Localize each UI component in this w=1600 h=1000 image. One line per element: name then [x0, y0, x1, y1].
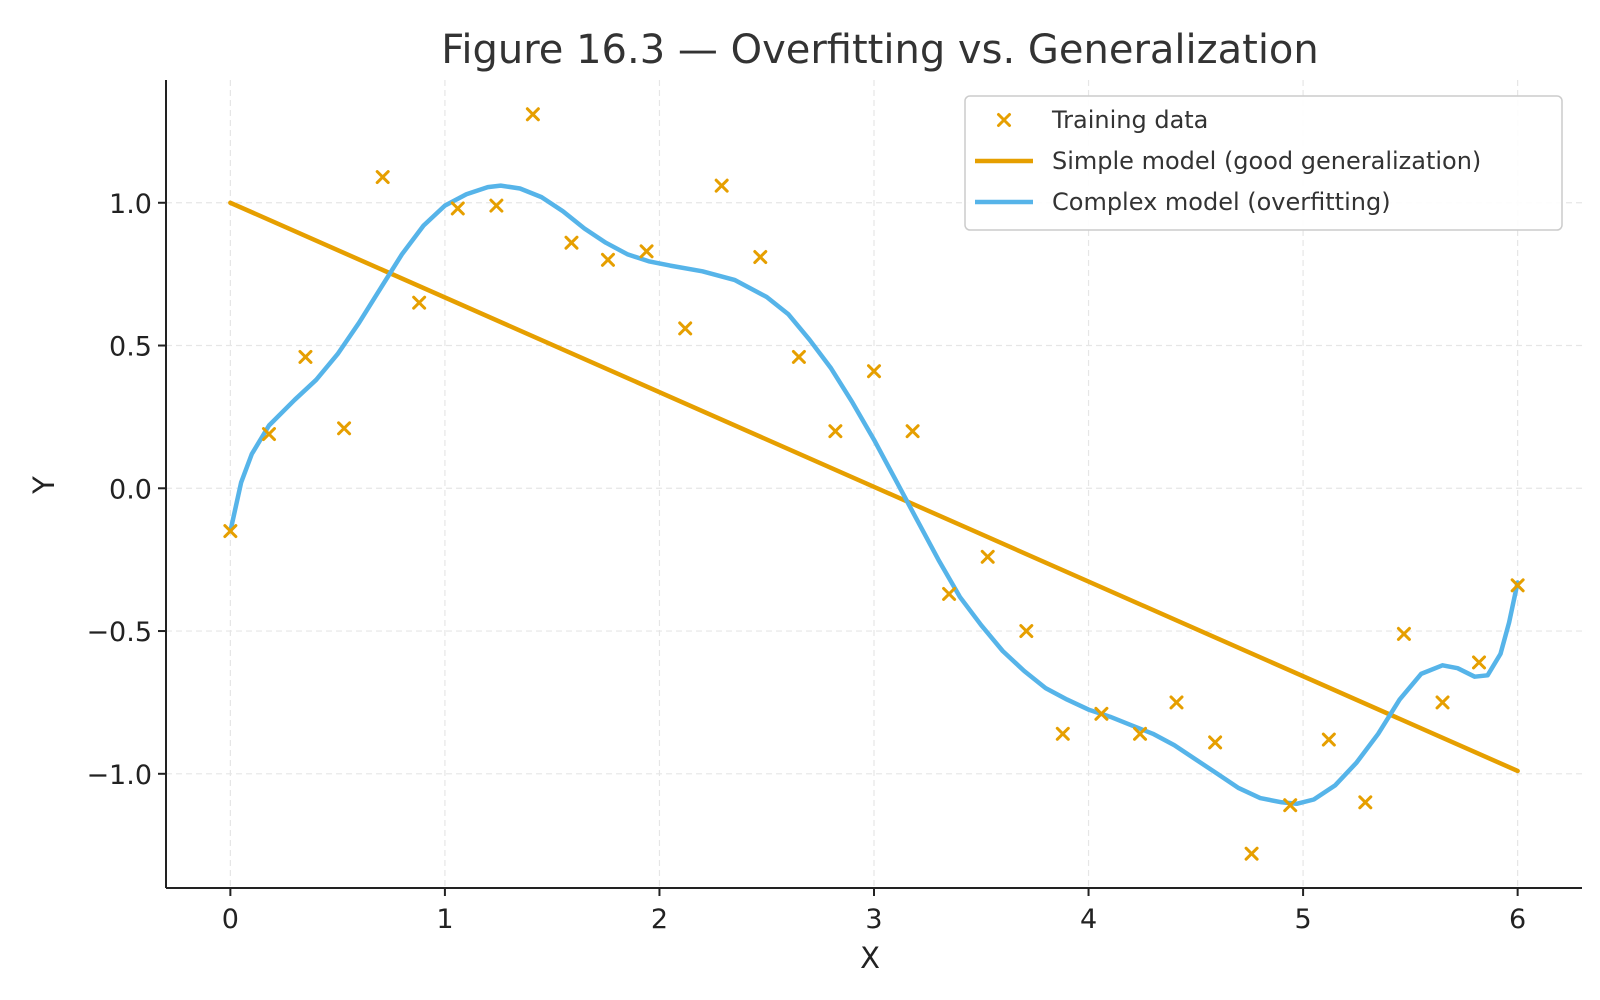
- training-data-point: [678, 321, 693, 336]
- legend: Training data Simple model (good generali…: [964, 95, 1563, 231]
- simple-model-line: [228, 200, 1520, 774]
- training-data-point: [791, 349, 806, 364]
- training-data-point: [1094, 706, 1109, 721]
- training-data-point: [867, 364, 881, 379]
- y-tick-label: 0.5: [109, 332, 152, 363]
- x-tick-label: 1: [436, 904, 453, 935]
- axes: 0 1 2 3 4 5 6 1.0 0.5 0.0 −0.5 −1.0: [86, 80, 1582, 935]
- training-data-point: [1435, 695, 1450, 710]
- training-data-point: [375, 170, 390, 185]
- training-data-point: [1358, 795, 1373, 810]
- training-data-point: [298, 349, 313, 364]
- legend-label-complex-model: Complex model (overfitting): [1052, 188, 1391, 216]
- y-tick-label: −1.0: [86, 760, 152, 791]
- training-data-point: [1321, 732, 1336, 747]
- training-data-point: [489, 198, 504, 213]
- y-tick-label: 0.0: [109, 474, 152, 505]
- x-tick-label: 5: [1294, 904, 1311, 935]
- training-data-point: [1169, 695, 1184, 710]
- legend-marker-training-data: [997, 113, 1011, 127]
- y-tick-label: 1.0: [109, 189, 152, 220]
- training-data-point: [714, 178, 729, 193]
- training-data-point: [639, 244, 654, 259]
- training-data-point: [1133, 726, 1148, 741]
- training-data-point: [600, 252, 615, 267]
- training-data-point: [980, 549, 995, 564]
- training-data-point: [261, 427, 276, 442]
- training-data-point: [1244, 846, 1259, 861]
- y-tick-label: −0.5: [86, 617, 152, 648]
- training-data-point: [905, 424, 920, 439]
- training-data-point: [1283, 798, 1298, 813]
- training-data-point: [1055, 726, 1070, 741]
- training-data-point: [223, 524, 238, 539]
- training-data-point: [1510, 578, 1525, 593]
- training-data-point: [1019, 624, 1034, 639]
- training-data-point: [942, 586, 957, 601]
- training-data-point: [525, 107, 540, 122]
- training-data-point: [753, 250, 768, 265]
- y-axis-title: Y: [27, 476, 61, 495]
- legend-label-training-data: Training data: [1051, 106, 1208, 134]
- x-tick-label: 0: [222, 904, 239, 935]
- training-data-point: [564, 235, 579, 250]
- legend-box: [964, 95, 1563, 231]
- training-data-point: [450, 201, 465, 216]
- x-tick-label: 2: [651, 904, 668, 935]
- legend-label-simple-model: Simple model (good generalization): [1052, 147, 1481, 175]
- training-data-point: [1208, 735, 1223, 750]
- training-data-point: [1396, 626, 1411, 641]
- training-data-point: [828, 424, 843, 439]
- x-tick-label: 3: [865, 904, 882, 935]
- x-tick-label: 6: [1509, 904, 1526, 935]
- plot-area: [223, 107, 1525, 861]
- training-data-point: [412, 295, 427, 310]
- training-data-point: [337, 421, 352, 436]
- x-tick-label: 4: [1080, 904, 1097, 935]
- complex-model-line: [228, 183, 1520, 807]
- x-axis-title: X: [860, 941, 880, 975]
- chart-title: Figure 16.3 — Overfitting vs. Generaliza…: [441, 27, 1319, 73]
- training-data-point: [1472, 655, 1487, 670]
